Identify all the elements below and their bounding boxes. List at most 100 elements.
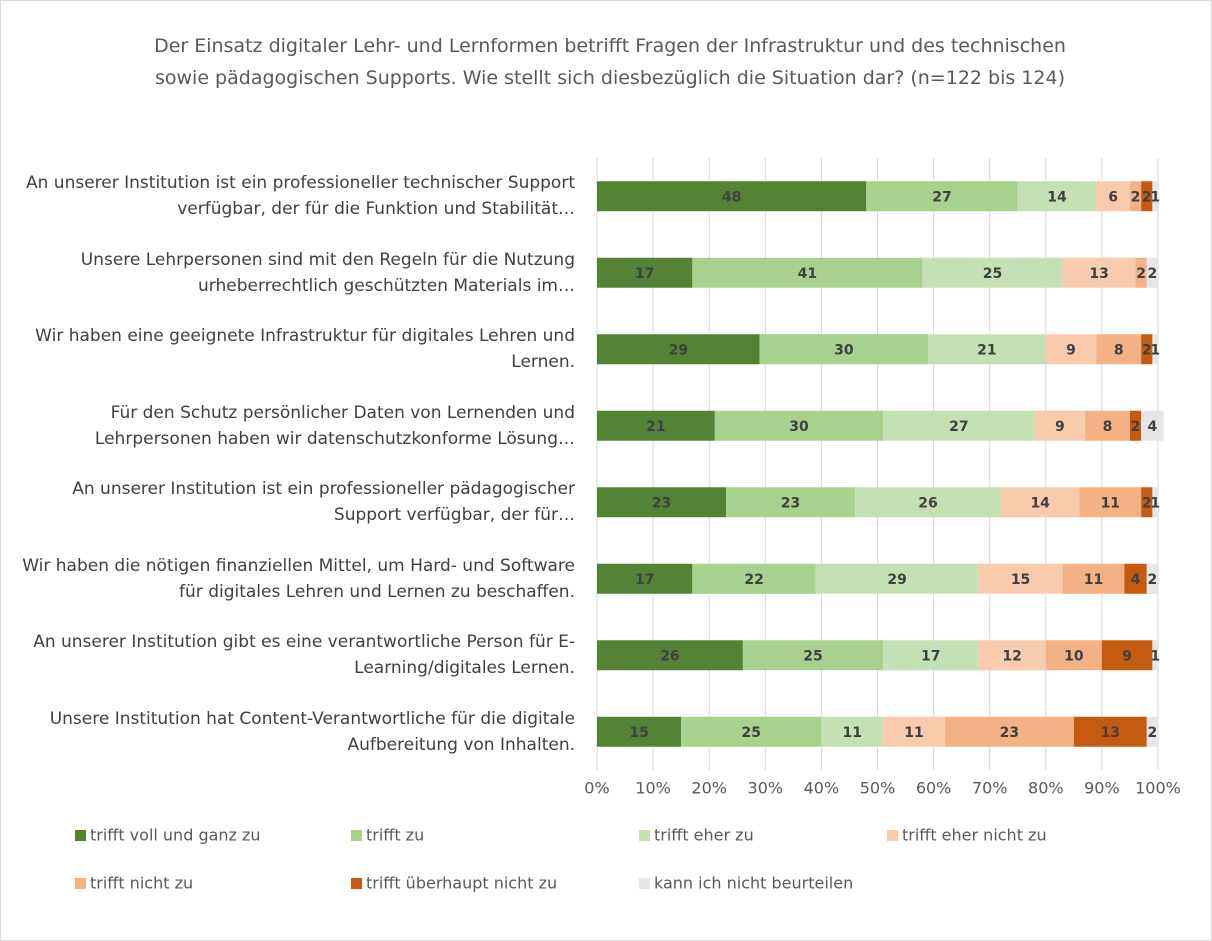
bar-segment xyxy=(1146,257,1158,288)
data-label: 25 xyxy=(983,266,1002,282)
data-label: 23 xyxy=(1000,725,1019,741)
x-tick-label: 60% xyxy=(916,779,952,798)
bar-segment xyxy=(759,334,928,365)
data-label: 15 xyxy=(1011,572,1030,588)
bar-segment xyxy=(597,410,715,441)
category-label: Für den Schutz persönlicher Daten von Le… xyxy=(94,402,575,449)
data-label: 9 xyxy=(1122,648,1132,664)
data-label: 29 xyxy=(669,342,688,358)
data-label: 2 xyxy=(1131,419,1141,435)
legend-swatch xyxy=(639,878,650,889)
category-label: Wir haben die nötigen finanziellen Mitte… xyxy=(22,555,575,602)
data-label: 8 xyxy=(1103,419,1113,435)
data-label: 4 xyxy=(1131,572,1141,588)
bar-segment xyxy=(1141,410,1164,441)
bar-segment xyxy=(597,563,693,594)
legend-swatch xyxy=(887,830,898,841)
data-label: 11 xyxy=(843,725,862,741)
bar-segment xyxy=(692,257,923,288)
bar-segment xyxy=(1045,334,1097,365)
data-label: 48 xyxy=(722,189,741,205)
bar-segment xyxy=(1152,181,1158,212)
data-label: 2 xyxy=(1131,189,1141,205)
data-label: 10 xyxy=(1064,648,1084,664)
data-label: 6 xyxy=(1108,189,1118,205)
bar-segment xyxy=(1017,181,1097,212)
data-label: 17 xyxy=(635,572,654,588)
data-label: 2 xyxy=(1136,266,1146,282)
data-label: 30 xyxy=(789,419,809,435)
x-tick-label: 50% xyxy=(860,779,896,798)
bar-segment xyxy=(927,334,1046,365)
bar-segment xyxy=(815,563,979,594)
bar-segment xyxy=(714,410,884,441)
data-label: 2 xyxy=(1142,495,1152,511)
bar-segment xyxy=(597,257,693,288)
data-label: 25 xyxy=(742,725,761,741)
data-label: 13 xyxy=(1089,266,1108,282)
bar-segment xyxy=(883,716,945,747)
chart-title: Der Einsatz digitaler Lehr- und Lernform… xyxy=(154,35,1066,89)
data-label: 9 xyxy=(1066,342,1076,358)
data-label: 17 xyxy=(635,266,654,282)
data-label: 23 xyxy=(781,495,800,511)
legend-label: kann ich nicht beurteilen xyxy=(654,874,853,893)
x-tick-label: 100% xyxy=(1135,779,1181,798)
data-label: 2 xyxy=(1148,725,1158,741)
bar-segment xyxy=(597,487,727,518)
legend-label: trifft voll und ganz zu xyxy=(90,826,261,845)
data-label: 4 xyxy=(1148,419,1158,435)
legend-label: trifft zu xyxy=(366,826,424,845)
data-label: 26 xyxy=(660,648,679,664)
bar-segment xyxy=(1062,257,1136,288)
category-label: Wir haben eine geeignete Infrastruktur f… xyxy=(35,326,575,373)
data-label: 21 xyxy=(977,342,996,358)
x-tick-label: 10% xyxy=(635,779,671,798)
bar-segment xyxy=(1129,410,1142,441)
bar-segment xyxy=(597,181,867,212)
data-label: 9 xyxy=(1055,419,1065,435)
bar-segment xyxy=(1152,487,1158,518)
bar-segment xyxy=(821,716,884,747)
bar-segment xyxy=(1141,487,1153,518)
legend-swatch xyxy=(75,878,86,889)
bar-segment xyxy=(1141,181,1153,212)
data-label: 14 xyxy=(1047,189,1067,205)
category-label: Unsere Institution hat Content-Verantwor… xyxy=(49,708,575,755)
data-label: 1 xyxy=(1150,342,1160,358)
bar-segment xyxy=(1152,640,1158,671)
data-label: 23 xyxy=(652,495,671,511)
bar-segment xyxy=(1096,334,1142,365)
data-label: 41 xyxy=(798,266,817,282)
data-label: 13 xyxy=(1101,725,1120,741)
bar-segment xyxy=(1135,257,1147,288)
bar-segment xyxy=(597,334,760,365)
bar-segment xyxy=(597,640,743,671)
data-label: 25 xyxy=(803,648,822,664)
bar-segment xyxy=(1146,716,1158,747)
bar-segment xyxy=(1129,181,1142,212)
data-label: 1 xyxy=(1150,495,1160,511)
bar-segment xyxy=(1141,334,1153,365)
data-label: 12 xyxy=(1002,648,1021,664)
bar-segment xyxy=(1085,410,1130,441)
bar-segment xyxy=(1079,487,1142,518)
x-tick-label: 30% xyxy=(748,779,784,798)
x-tick-label: 70% xyxy=(972,779,1008,798)
bar-segment xyxy=(978,563,1063,594)
bar-segment xyxy=(883,640,979,671)
data-label: 2 xyxy=(1142,189,1152,205)
legend-label: trifft eher zu xyxy=(654,826,754,845)
bar-segment xyxy=(1101,640,1153,671)
category-label: Unsere Lehrpersonen sind mit den Regeln … xyxy=(80,249,575,296)
legend-swatch xyxy=(75,830,86,841)
bar-segment xyxy=(855,487,1001,518)
legend-swatch xyxy=(351,878,362,889)
data-label: 1 xyxy=(1150,648,1160,664)
data-label: 14 xyxy=(1030,495,1050,511)
data-label: 11 xyxy=(1101,495,1120,511)
bar-segment xyxy=(978,640,1046,671)
bar-segment xyxy=(1000,487,1080,518)
